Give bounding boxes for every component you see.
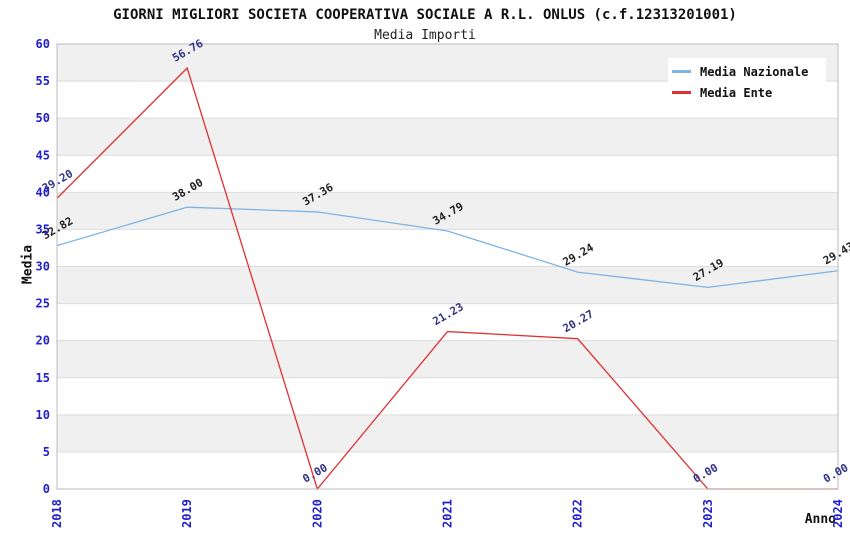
y-tick-label: 25 xyxy=(36,297,50,311)
x-tick-label: 2021 xyxy=(441,499,455,528)
legend-item-media-nazionale: Media Nazionale xyxy=(672,61,822,82)
y-tick-label: 15 xyxy=(36,371,50,385)
x-tick-label: 2023 xyxy=(701,499,715,528)
x-axis-title: Anno xyxy=(804,512,836,527)
y-tick-label: 35 xyxy=(36,222,50,236)
plot-band xyxy=(57,118,838,156)
point-label-1: 0.00 xyxy=(691,461,720,486)
x-tick-label: 2019 xyxy=(180,499,194,528)
series-line-0 xyxy=(56,206,839,288)
point-label-1: 21.23 xyxy=(431,300,466,328)
y-tick-label: 55 xyxy=(36,74,50,88)
plot-band xyxy=(57,266,838,304)
x-tick-label: 2018 xyxy=(50,499,64,528)
chart-subtitle: Media Importi xyxy=(374,28,476,43)
y-tick-label: 45 xyxy=(36,148,50,162)
x-tick-label: 2024 xyxy=(831,499,845,528)
plot-frame xyxy=(56,43,839,490)
y-tick-label: 50 xyxy=(36,111,50,125)
point-label-1: 20.27 xyxy=(561,307,596,335)
y-tick-label: 60 xyxy=(36,37,50,51)
x-tick-label: 2022 xyxy=(571,499,585,528)
legend: Media Nazionale Media Ente xyxy=(668,58,826,106)
x-tick-label: 2020 xyxy=(310,499,324,528)
y-tick-label: 0 xyxy=(43,482,50,496)
plot-band xyxy=(57,192,838,230)
point-label-0: 29.24 xyxy=(561,241,597,269)
plot-band xyxy=(57,414,838,452)
legend-dash-ente-icon xyxy=(672,91,691,94)
point-label-0: 29.43 xyxy=(821,240,850,268)
legend-dash-nazionale-icon xyxy=(672,70,691,73)
y-tick-label: 5 xyxy=(43,445,50,459)
point-label-1: 0.00 xyxy=(821,461,850,486)
legend-item-media-ente: Media Ente xyxy=(672,82,822,103)
chart-title: GIORNI MIGLIORI SOCIETA COOPERATIVA SOCI… xyxy=(113,7,737,23)
y-tick-label: 30 xyxy=(36,260,50,274)
plot-band xyxy=(57,340,838,378)
y-tick-label: 40 xyxy=(36,185,50,199)
legend-label-ente: Media Ente xyxy=(700,85,773,100)
legend-label-nazionale: Media Nazionale xyxy=(700,64,809,79)
y-tick-label: 10 xyxy=(36,408,50,422)
y-tick-label: 20 xyxy=(36,334,50,348)
